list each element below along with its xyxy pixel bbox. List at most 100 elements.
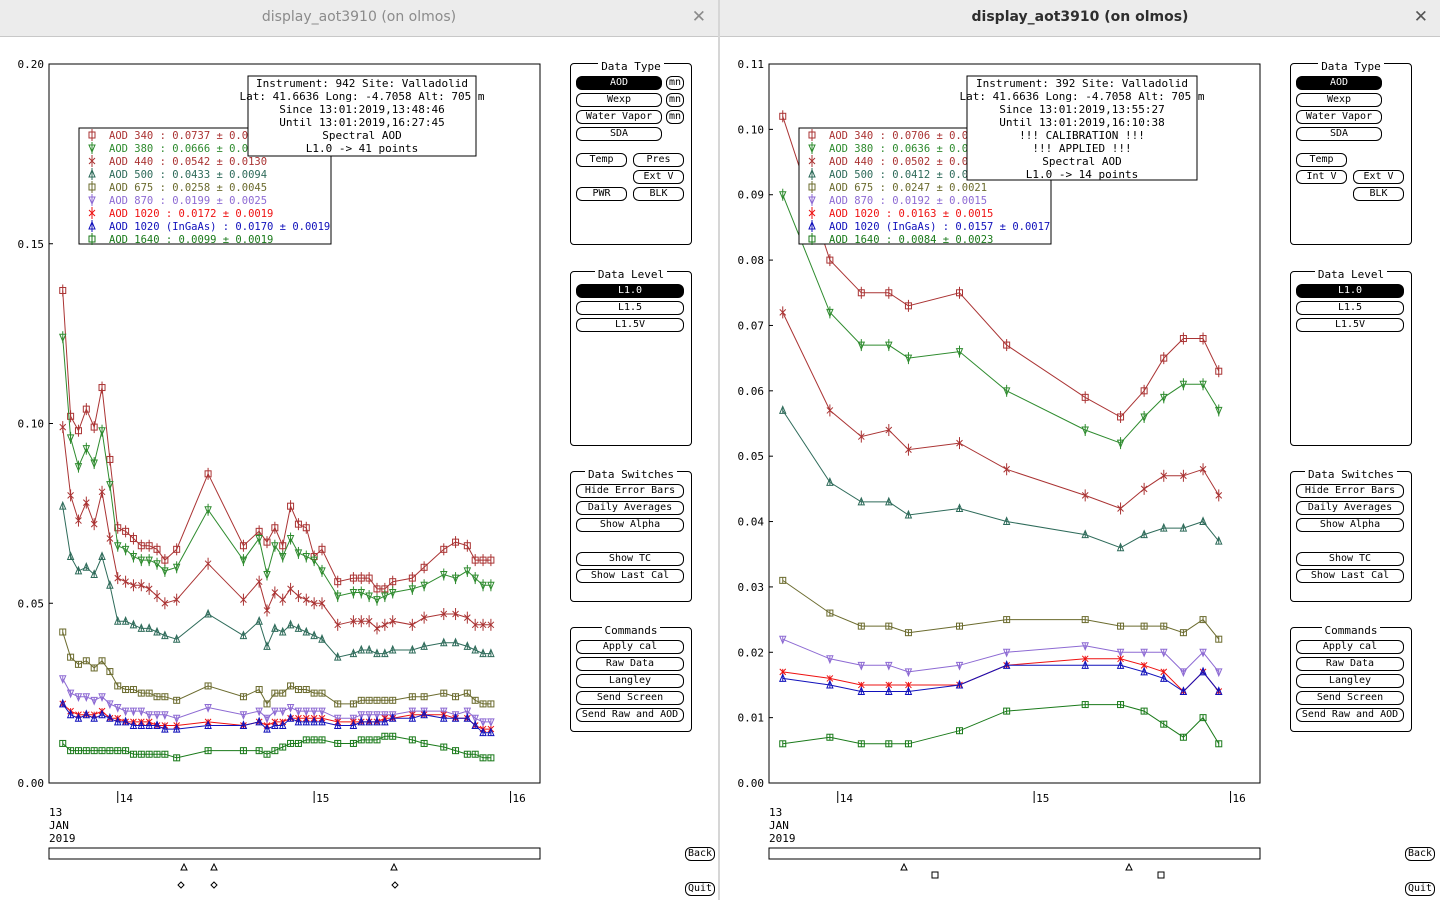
data-point — [452, 693, 460, 701]
show-alpha-button[interactable]: Show Alpha — [576, 518, 684, 532]
info-line: Instrument: 942 Site: Valladolid — [256, 77, 468, 90]
mn-button[interactable]: mn — [666, 76, 684, 90]
quit-button[interactable]: Quit — [685, 882, 715, 896]
data-level-l1-0-button[interactable]: L1.0 — [1296, 284, 1404, 298]
data-point — [74, 693, 83, 702]
data-level-l1-5v-button[interactable]: L1.5V — [1296, 318, 1404, 332]
data-point — [1003, 465, 1010, 473]
data-point — [778, 673, 787, 682]
date-label: 2019 — [49, 832, 76, 845]
data-point — [153, 711, 161, 720]
data-point — [487, 700, 495, 708]
quit-button[interactable]: Quit — [1405, 882, 1435, 896]
data-point — [904, 629, 912, 637]
langley-button[interactable]: Langley — [1296, 674, 1404, 688]
data-point — [204, 747, 212, 755]
wexp-button[interactable]: Wexp — [576, 93, 662, 107]
show-alpha-button[interactable]: Show Alpha — [1296, 518, 1404, 532]
data-point — [137, 542, 145, 550]
data-point — [66, 689, 75, 699]
close-icon[interactable]: ✕ — [691, 7, 706, 27]
pwr-button[interactable]: PWR — [576, 187, 627, 201]
int-v-button[interactable]: Int V — [1296, 170, 1347, 184]
x-tick-label: 14 — [120, 792, 134, 805]
raw-data-button[interactable]: Raw Data — [1296, 657, 1404, 671]
daily-averages-button[interactable]: Daily Averages — [1296, 501, 1404, 515]
data-point — [1215, 492, 1223, 499]
ext-v-button[interactable]: Ext V — [1353, 170, 1404, 184]
data-point — [1199, 666, 1207, 676]
data-point — [294, 549, 303, 559]
send-screen-button[interactable]: Send Screen — [576, 691, 684, 705]
data-point — [357, 574, 365, 582]
water-vapor-button[interactable]: Water Vapor — [1296, 110, 1382, 124]
aod-button[interactable]: AOD — [1296, 76, 1382, 90]
data-point — [1081, 701, 1089, 709]
titlebar[interactable]: display_aot3910 (on olmos) ✕ — [720, 0, 1440, 37]
data-point — [1002, 516, 1011, 526]
data-point — [255, 707, 263, 717]
panel-title-text: Commands — [1321, 624, 1381, 637]
data-level-l1-0-button[interactable]: L1.0 — [576, 284, 684, 298]
data-point — [310, 736, 318, 744]
pres-button[interactable]: Pres — [633, 153, 684, 167]
data-point — [310, 716, 318, 726]
data-point — [255, 686, 263, 694]
data-point — [1160, 354, 1168, 362]
sda-button[interactable]: SDA — [1296, 127, 1382, 141]
data-point — [239, 542, 247, 550]
show-tc-button[interactable]: Show TC — [576, 552, 684, 566]
data-point — [204, 704, 212, 713]
hide-error-bars-button[interactable]: Hide Error Bars — [576, 484, 684, 498]
daily-averages-button[interactable]: Daily Averages — [576, 501, 684, 515]
window-left: display_aot3910 (on olmos) ✕ 0.00 0.05 0.1… — [0, 0, 718, 900]
apply-cal-button[interactable]: Apply cal — [576, 640, 684, 654]
data-point — [113, 716, 122, 726]
wexp-button[interactable]: Wexp — [1296, 93, 1382, 107]
mn-button[interactable]: mn — [666, 93, 684, 107]
data-point — [1160, 393, 1168, 403]
data-point — [153, 545, 161, 553]
back-button[interactable]: Back — [1405, 847, 1435, 861]
data-point — [1003, 707, 1011, 715]
legend-label: AOD 1020 : 0.0172 ± 0.0019 — [109, 208, 273, 220]
data-point — [463, 567, 472, 577]
raw-data-button[interactable]: Raw Data — [576, 657, 684, 671]
send-screen-button[interactable]: Send Screen — [1296, 691, 1404, 705]
data-point — [349, 739, 357, 747]
data-point — [318, 633, 326, 643]
back-button[interactable]: Back — [685, 847, 715, 861]
aod-button[interactable]: AOD — [576, 76, 662, 90]
data-point — [885, 740, 893, 748]
apply-cal-button[interactable]: Apply cal — [1296, 640, 1404, 654]
data-point — [74, 713, 83, 722]
data-point — [310, 599, 318, 607]
show-last-cal-button[interactable]: Show Last Cal — [576, 569, 684, 583]
y-tick-label: 0.07 — [738, 319, 765, 332]
show-last-cal-button[interactable]: Show Last Cal — [1296, 569, 1404, 583]
data-level-l1-5v-button[interactable]: L1.5V — [576, 318, 684, 332]
send-raw-and-aod-button[interactable]: Send Raw and AOD — [1296, 708, 1404, 722]
show-tc-button[interactable]: Show TC — [1296, 552, 1404, 566]
temp-button[interactable]: Temp — [1296, 153, 1347, 167]
mn-button[interactable]: mn — [666, 110, 684, 124]
titlebar[interactable]: display_aot3910 (on olmos) ✕ — [0, 0, 718, 37]
info-line: Until 13:01:2019,16:27:45 — [279, 116, 445, 129]
sda-button[interactable]: SDA — [576, 127, 662, 141]
langley-button[interactable]: Langley — [576, 674, 684, 688]
blk-button[interactable]: BLK — [1353, 187, 1404, 201]
send-raw-and-aod-button[interactable]: Send Raw and AOD — [576, 708, 684, 722]
data-point — [161, 630, 169, 640]
data-point — [350, 617, 357, 625]
blk-button[interactable]: BLK — [633, 187, 684, 201]
data-point — [778, 405, 787, 414]
data-point — [440, 743, 448, 751]
hide-error-bars-button[interactable]: Hide Error Bars — [1296, 484, 1404, 498]
water-vapor-button[interactable]: Water Vapor — [576, 110, 662, 124]
data-point — [173, 596, 181, 604]
data-level-l1-5-button[interactable]: L1.5 — [1296, 301, 1404, 315]
temp-button[interactable]: Temp — [576, 153, 627, 167]
close-icon[interactable]: ✕ — [1413, 7, 1428, 27]
data-level-l1-5-button[interactable]: L1.5 — [576, 301, 684, 315]
ext-v-button[interactable]: Ext V — [633, 170, 684, 184]
